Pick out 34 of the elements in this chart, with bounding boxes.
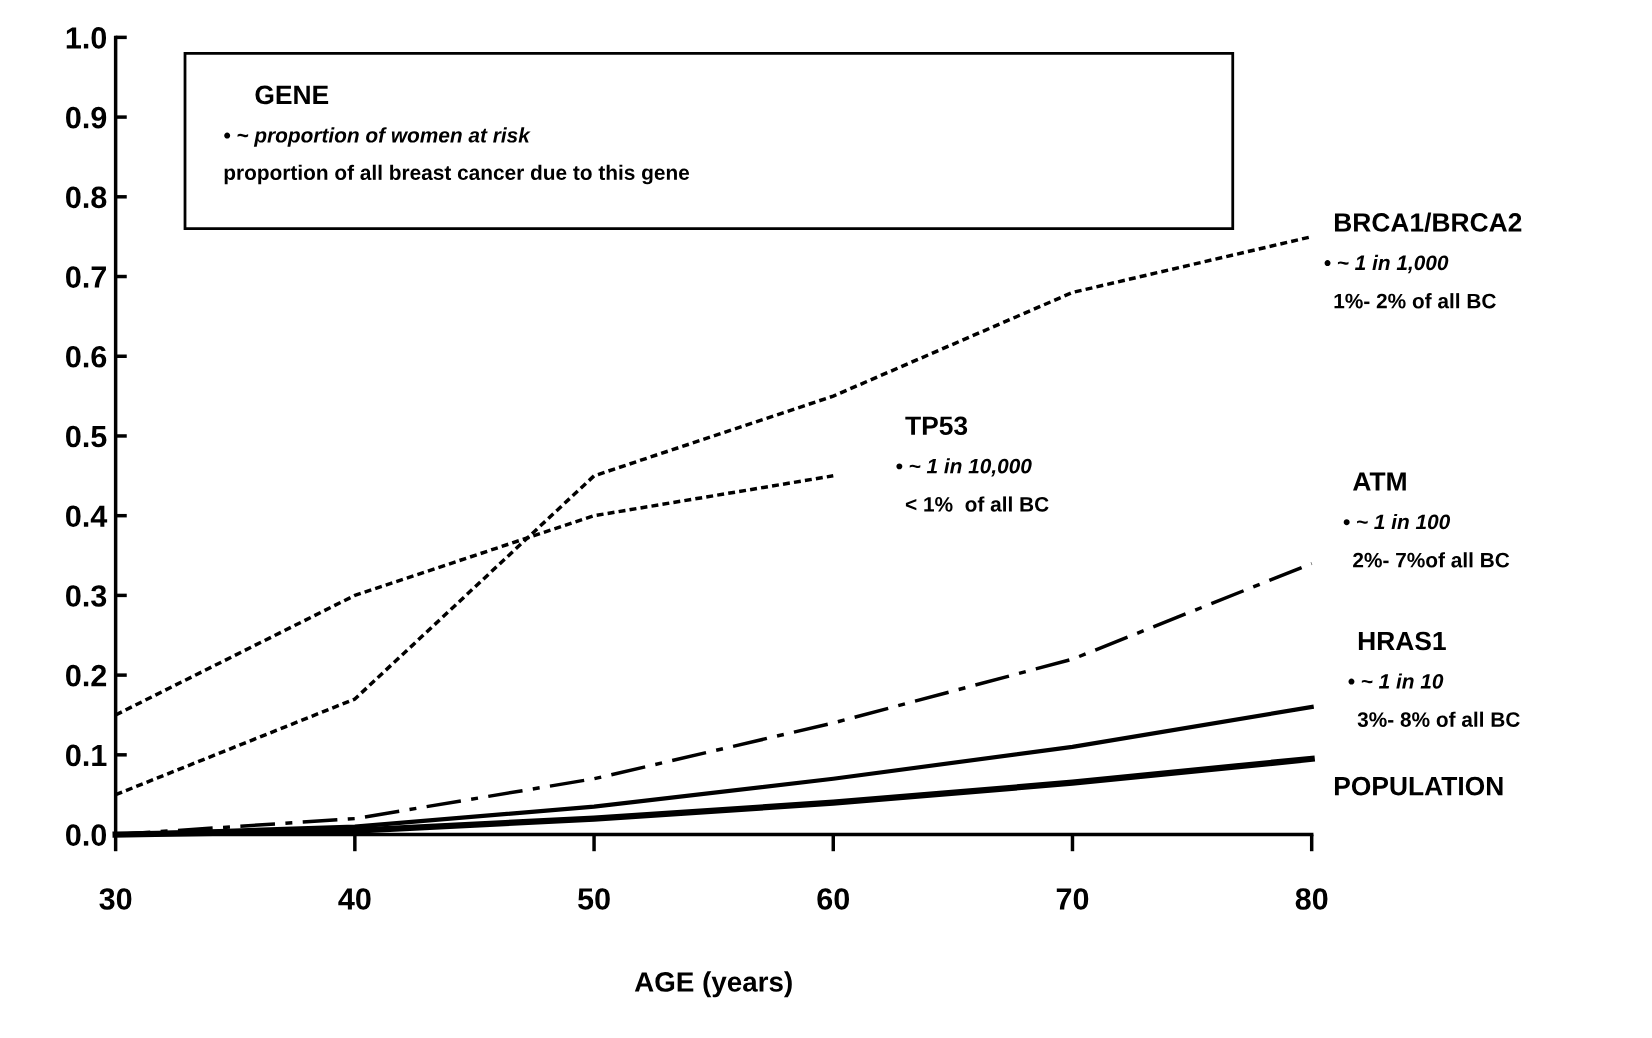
y-tick-label: 0.4 — [66, 505, 108, 528]
x-tick-label: 40 — [338, 888, 371, 910]
text: 2%- 7%of all BC — [1353, 552, 1510, 568]
y-tick-label: 0.7 — [66, 266, 106, 288]
text: • ~ 1 in 10 — [1348, 673, 1444, 689]
x-tick-label: 70 — [1056, 888, 1089, 910]
annotation: GENE — [255, 85, 329, 105]
text: ATM — [1353, 472, 1406, 491]
annotation: proportion of all breast cancer due to this gene — [224, 164, 690, 185]
text: • ~ 1 in 100 — [1343, 513, 1451, 530]
y-tick-label: 0.8 — [66, 186, 107, 209]
text: HRAS1 — [1358, 631, 1446, 651]
series-label: POPULATION — [1334, 776, 1503, 796]
y-tick-label: 1.0 — [66, 27, 107, 49]
y-tick-label: 0.3 — [66, 585, 107, 607]
text: TP53 — [905, 416, 968, 436]
annotation: • ~ proportion of women at risk — [224, 127, 531, 147]
annotation: • ~ 1 in 10,000 — [896, 458, 1032, 477]
x-tick-label: 80 — [1295, 888, 1328, 910]
y-tick-label: 0.2 — [66, 664, 107, 687]
y-tick-label: 0.5 — [66, 425, 107, 448]
text: • ~ 1 in 1,000 — [1324, 254, 1449, 274]
x-axis-title: AGE (years) — [634, 971, 792, 998]
x-tick-label: 60 — [817, 888, 850, 910]
y-tick-label: 0.0 — [66, 824, 107, 846]
annotation: < 1% of all BC — [905, 496, 1049, 512]
y-tick-label: 0.6 — [66, 345, 107, 368]
series-label: BRCA1/BRCA2 — [1334, 212, 1522, 233]
text: 3%- 8% of all BC — [1357, 711, 1520, 727]
x-tick-label: 30 — [99, 888, 132, 910]
x-tick-label: 50 — [578, 888, 610, 910]
text: 1%- 2% of all BC — [1334, 293, 1496, 309]
y-tick-label: 0.9 — [66, 106, 107, 129]
y-tick-label: 0.1 — [66, 744, 107, 767]
